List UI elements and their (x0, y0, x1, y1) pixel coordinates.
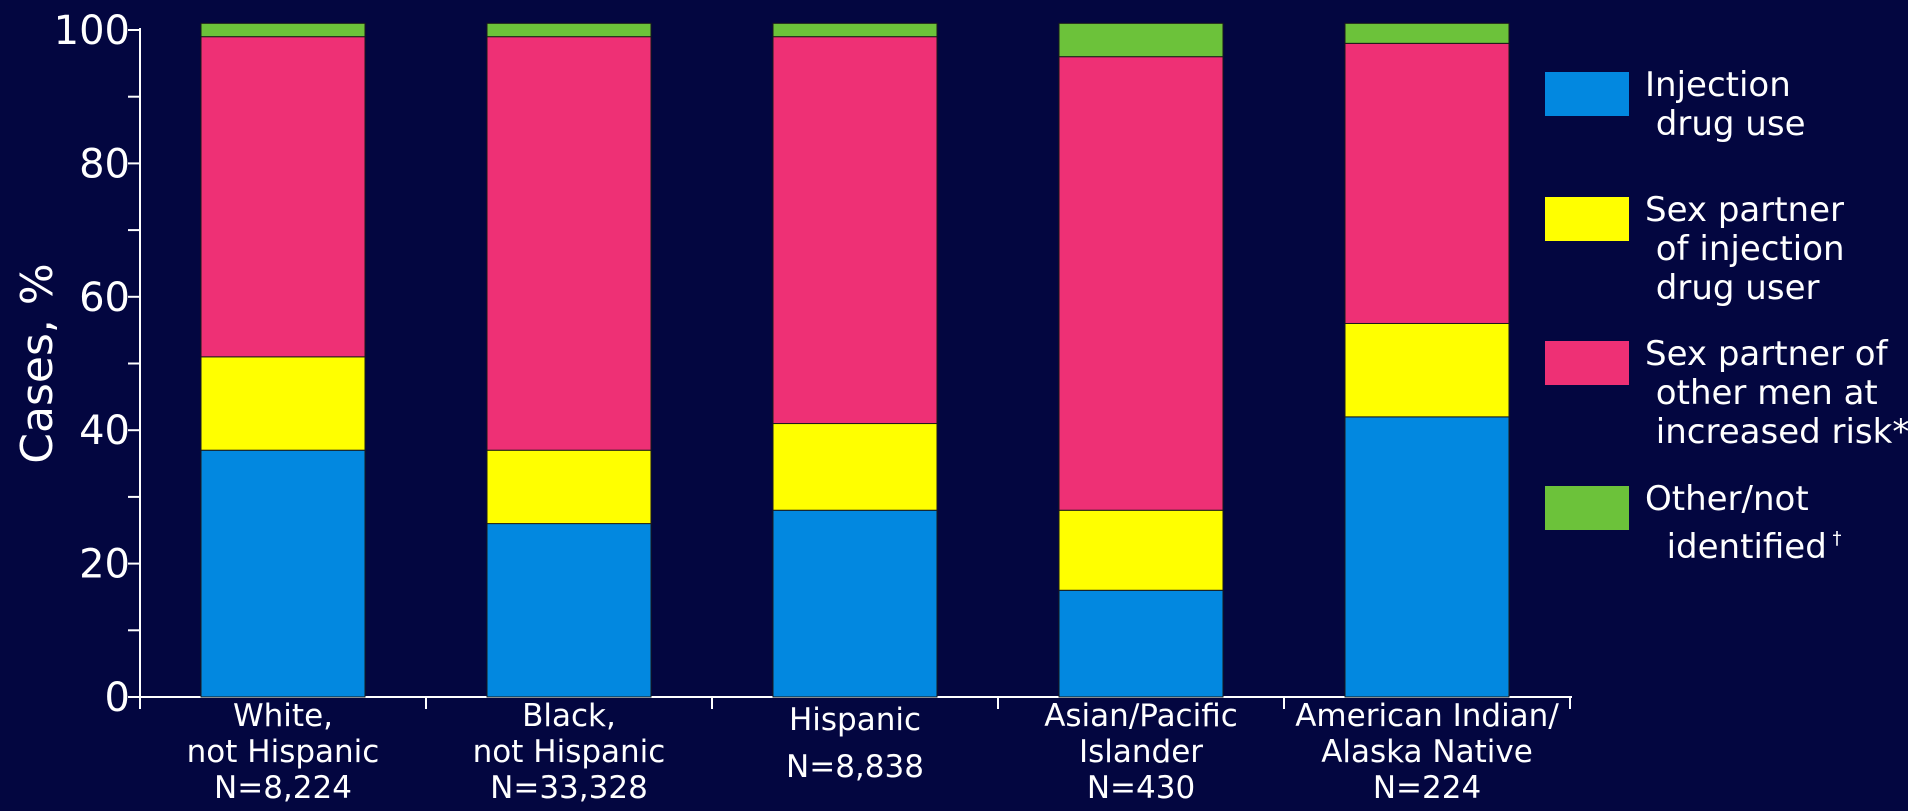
x-category-label-line: N=8,838 (786, 749, 924, 785)
x-category-label-line: not Hispanic (187, 734, 380, 770)
legend-label: Injection drug use (1645, 65, 1806, 144)
x-category-label: Black, not Hispanic N=33,328 (473, 698, 666, 806)
bar-segment-3-2 (772, 423, 938, 511)
x-category-label-line: Black, (522, 698, 616, 734)
y-tick-label: 40 (79, 408, 130, 454)
bar-segment-3-4 (772, 22, 938, 38)
x-category-label-line: White, (233, 698, 333, 734)
bar-segment-3-3 (772, 36, 938, 425)
x-category-label-line: Alaska Native (1321, 734, 1533, 770)
x-category-label-line: N=430 (1087, 770, 1195, 806)
x-category-label: American Indian/Alaska Native N=224 (1295, 698, 1559, 806)
x-category-label-line: Islander (1079, 734, 1203, 770)
y-tick-label: 0 (105, 675, 130, 721)
x-category-label: Asian/Pacific Islander N=430 (1044, 698, 1238, 806)
x-category-label-line: not Hispanic (473, 734, 666, 770)
legend-label: Sex partner of injection drug user (1645, 190, 1845, 308)
bar-segment-1-4 (200, 22, 366, 38)
bar-segment-2-4 (486, 22, 652, 38)
x-category-label-line: N=8,224 (214, 770, 352, 806)
bar-segment-3-1 (772, 509, 938, 698)
bar-segment-4-3 (1058, 56, 1224, 511)
x-category-label: White, not Hispanic N=8,224 (187, 698, 380, 806)
y-tick-label: 80 (79, 141, 130, 187)
bar-segment-5-2 (1344, 322, 1510, 418)
y-tick-label: 60 (79, 275, 130, 321)
bar-segment-4-2 (1058, 509, 1224, 591)
bar-segment-2-3 (486, 36, 652, 451)
bar-segment-1-2 (200, 356, 366, 451)
legend-swatch (1545, 341, 1629, 385)
bar-segment-2-1 (486, 523, 652, 698)
bar-segment-5-4 (1344, 22, 1510, 44)
bar-segment-5-3 (1344, 42, 1510, 324)
x-category-label-line: Asian/Pacific (1044, 698, 1238, 734)
legend-footnote-mark: † (1826, 528, 1842, 549)
legend-swatch (1545, 486, 1629, 530)
bar-segment-1-1 (200, 449, 366, 698)
bar-segment-4-1 (1058, 589, 1224, 698)
legend-swatch (1545, 72, 1629, 116)
x-category-label-line: Hispanic (789, 702, 921, 738)
legend-swatch (1545, 197, 1629, 241)
y-axis-title: Cases, % (12, 263, 63, 463)
x-category-label: Hispanic N=8,838 (786, 702, 924, 785)
x-category-label-line: N=224 (1373, 770, 1481, 806)
y-tick-label: 100 (54, 8, 130, 54)
bar-segment-4-4 (1058, 22, 1224, 58)
bar-segment-5-1 (1344, 416, 1510, 698)
bar-segment-1-3 (200, 36, 366, 358)
y-tick-label: 20 (79, 542, 130, 588)
bar-segment-2-2 (486, 449, 652, 525)
legend-label: Sex partner of other men at increased ri… (1645, 334, 1908, 452)
x-category-label-line: N=33,328 (490, 770, 648, 806)
x-category-label-line: American Indian/ (1295, 698, 1559, 734)
legend-label: Other/not identified † (1645, 479, 1842, 567)
